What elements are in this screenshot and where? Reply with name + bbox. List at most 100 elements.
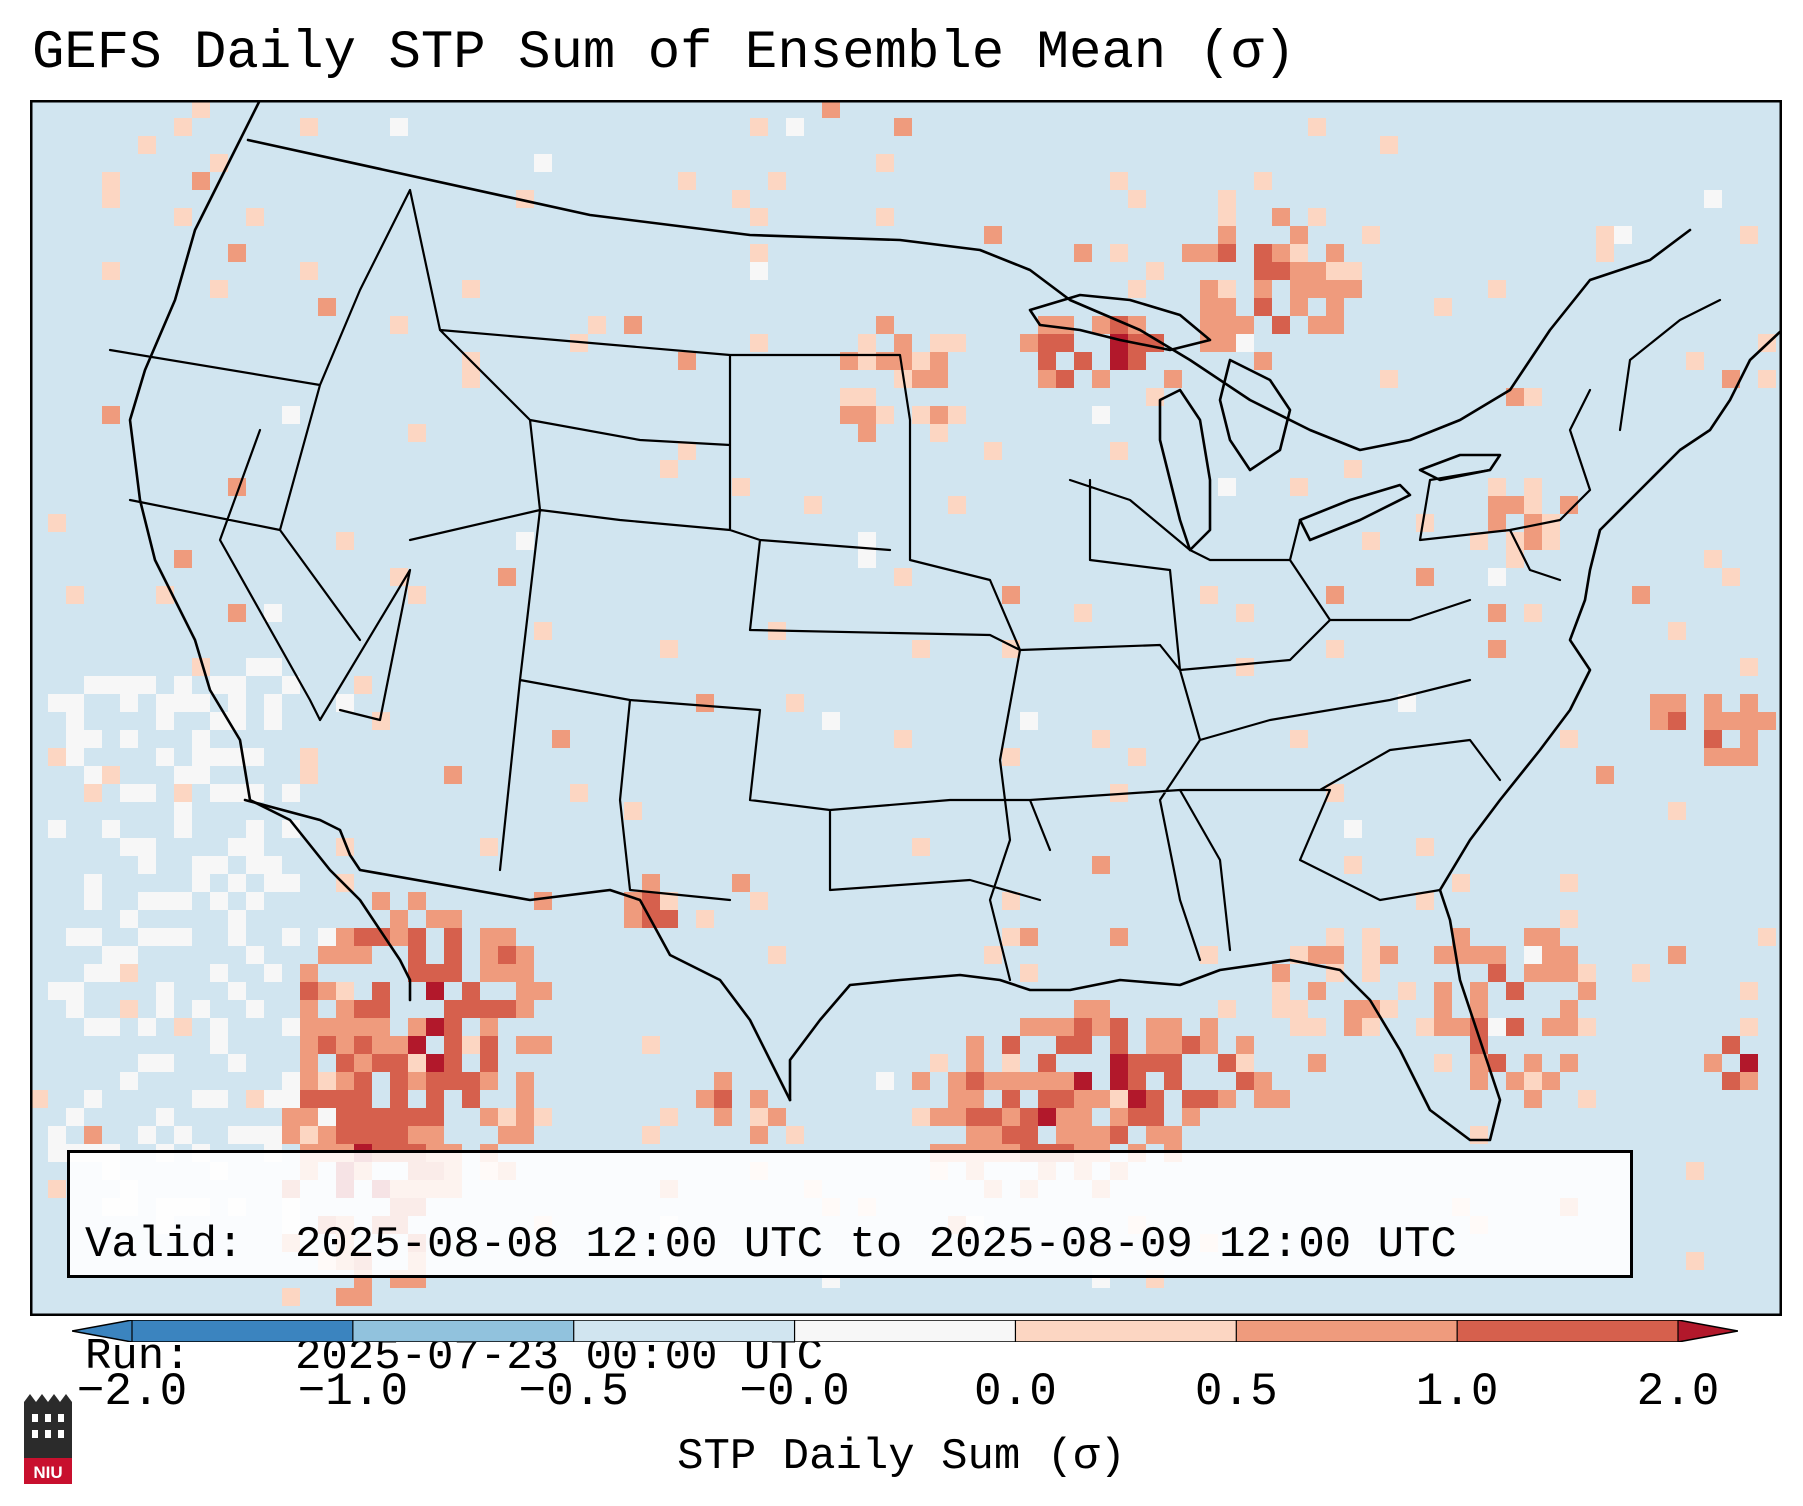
stp-cell: [354, 1036, 372, 1054]
stp-cell: [462, 1036, 480, 1054]
stp-cell: [534, 1108, 552, 1126]
stp-cell: [966, 1090, 984, 1108]
stp-cell: [1326, 316, 1344, 334]
stp-cell: [354, 1054, 372, 1072]
stp-cell: [1722, 1036, 1740, 1054]
stp-cell: [480, 946, 498, 964]
stp-cell: [624, 316, 642, 334]
stp-cell: [678, 172, 696, 190]
atlantic-coast: [1438, 328, 1782, 892]
stp-cell: [1344, 262, 1362, 280]
stp-cell: [336, 928, 354, 946]
stp-cell: [462, 370, 480, 388]
stp-cell: [1110, 1126, 1128, 1144]
stp-cell: [1596, 226, 1614, 244]
stp-cell: [858, 550, 876, 568]
stp-cell: [1146, 1054, 1164, 1072]
stp-cell: [732, 190, 750, 208]
stp-cell: [1218, 226, 1236, 244]
stp-cell: [1074, 604, 1092, 622]
stp-cell: [912, 1072, 930, 1090]
stp-cell: [138, 1018, 156, 1036]
stp-cell: [138, 928, 156, 946]
stp-cell: [1308, 118, 1326, 136]
stp-cell: [1308, 982, 1326, 1000]
stp-cell: [156, 928, 174, 946]
stp-cell: [318, 1036, 336, 1054]
stp-cell: [1740, 748, 1758, 766]
stp-cell: [408, 928, 426, 946]
stp-cell: [426, 1072, 444, 1090]
stp-cell: [1200, 946, 1218, 964]
stp-cell: [1650, 712, 1668, 730]
stp-cell: [336, 532, 354, 550]
stp-cell: [1686, 1162, 1704, 1180]
stp-cell: [1002, 928, 1020, 946]
stp-cell: [282, 928, 300, 946]
stp-cell: [408, 1036, 426, 1054]
stp-cell: [48, 1144, 66, 1162]
colorbar-tick-label: 1.0: [1415, 1366, 1499, 1418]
colorbar-segment: [352, 1320, 575, 1342]
stp-cell: [102, 1018, 120, 1036]
stp-cell: [1740, 730, 1758, 748]
stp-cell: [1110, 172, 1128, 190]
stp-cell: [1470, 532, 1488, 550]
stp-cell: [444, 1072, 462, 1090]
stp-cell: [1110, 334, 1128, 352]
stp-cell: [1092, 856, 1110, 874]
stp-cell: [1200, 1018, 1218, 1036]
stp-cell: [408, 1126, 426, 1144]
stp-cell: [930, 1108, 948, 1126]
stp-cell: [660, 1108, 678, 1126]
stp-cell: [1578, 1090, 1596, 1108]
stp-cell: [444, 964, 462, 982]
stp-cell: [912, 406, 930, 424]
stp-cell: [1128, 1090, 1146, 1108]
stp-map: [30, 100, 1782, 1316]
stp-cell: [264, 694, 282, 712]
stp-cell: [120, 910, 138, 928]
stp-cell: [1488, 1054, 1506, 1072]
stp-cell: [462, 982, 480, 1000]
colorbar-segment: [132, 1320, 354, 1342]
stp-cell: [120, 676, 138, 694]
stp-cell: [408, 1018, 426, 1036]
stp-cell: [624, 802, 642, 820]
stp-cell: [624, 910, 642, 928]
stp-cell: [1128, 1054, 1146, 1072]
stp-cell: [246, 946, 264, 964]
stp-cell: [300, 1108, 318, 1126]
stp-cell: [228, 874, 246, 892]
stp-cell: [246, 1090, 264, 1108]
stp-cell: [1128, 1072, 1146, 1090]
stp-cell: [336, 694, 354, 712]
stp-cell: [336, 1000, 354, 1018]
map-boundaries: [108, 100, 1782, 1142]
stp-cell: [444, 946, 462, 964]
stp-cell: [120, 964, 138, 982]
stp-cell: [948, 1090, 966, 1108]
colorbar-segment: [573, 1320, 796, 1342]
stp-cell: [804, 496, 822, 514]
stp-cell: [966, 1036, 984, 1054]
stp-cell: [120, 946, 138, 964]
stp-cell: [1290, 262, 1308, 280]
stp-cell: [282, 406, 300, 424]
stp-cell: [246, 208, 264, 226]
stp-cell: [516, 1036, 534, 1054]
stp-cell: [1110, 1036, 1128, 1054]
stp-cell: [390, 910, 408, 928]
stp-cell: [1632, 586, 1650, 604]
stp-cell: [300, 1000, 318, 1018]
stp-cell: [1524, 964, 1542, 982]
stp-cell: [84, 892, 102, 910]
stp-cell: [444, 766, 462, 784]
stp-cell: [1146, 1090, 1164, 1108]
stp-cell: [480, 1054, 498, 1072]
stp-cell: [1074, 1108, 1092, 1126]
stp-cell: [1092, 730, 1110, 748]
stp-cell: [174, 550, 192, 568]
us-coastline: [128, 100, 412, 1002]
stp-cell: [300, 766, 318, 784]
